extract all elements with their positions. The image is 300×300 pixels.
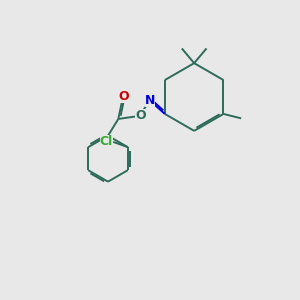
Text: N: N	[145, 94, 155, 107]
Text: O: O	[118, 90, 129, 104]
Text: O: O	[135, 110, 146, 122]
Text: Cl: Cl	[100, 135, 113, 148]
